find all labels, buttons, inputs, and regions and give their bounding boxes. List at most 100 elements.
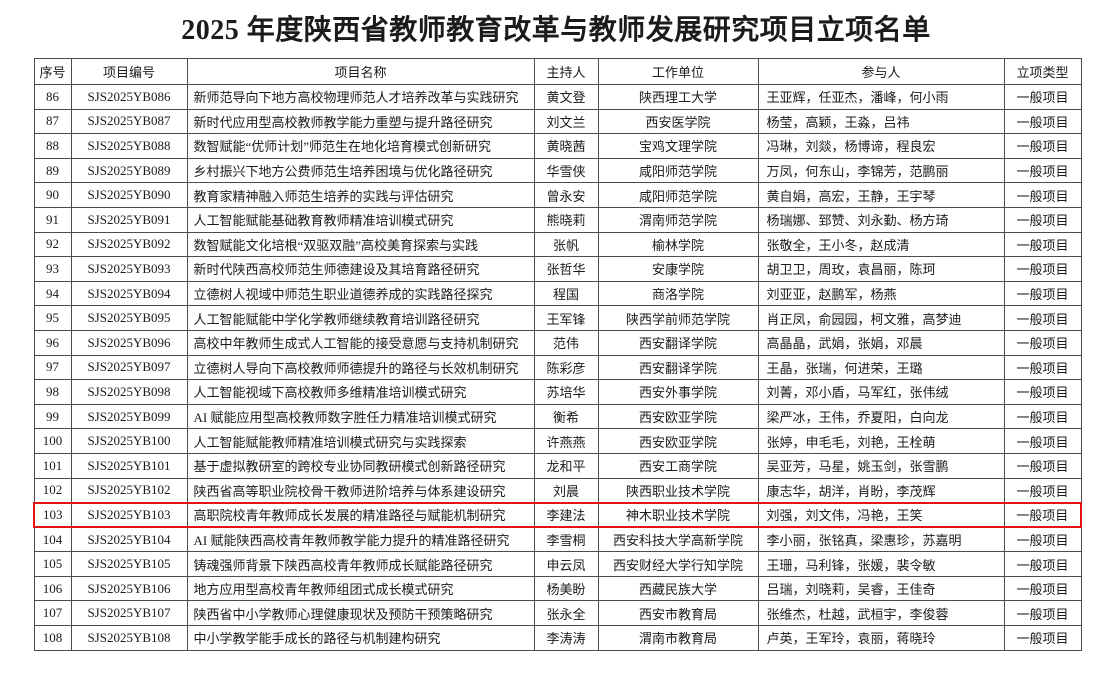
cell-name: 人工智能赋能教师精准培训模式研究与实践探索 bbox=[186, 428, 535, 454]
table-row: 102 SJS2025YB102 陕西省高等职业院校骨干教师进阶培养与体系建设研究刘… bbox=[33, 477, 1082, 504]
cell-unit: 西藏民族大学 bbox=[597, 575, 759, 602]
cell-participants: 黄自娟，高宏，王静，王宇琴 bbox=[757, 182, 1005, 208]
table-row: 108 SJS2025YB108 中小学教学能手成长的路径与机制建构研究 李涛涛 渭南市… bbox=[33, 625, 1082, 651]
cell-type: 一般项目 bbox=[1003, 501, 1082, 529]
cell-participants: 胡卫卫，周玫，袁昌丽，陈珂 bbox=[757, 256, 1005, 282]
column-header-name: 项目名称 bbox=[186, 58, 535, 85]
cell-leader: 申云凤 bbox=[533, 551, 599, 577]
cell-leader: 张哲华 bbox=[533, 256, 599, 282]
cell-leader: 华雪侠 bbox=[533, 157, 599, 184]
cell-unit: 渭南市教育局 bbox=[597, 625, 759, 651]
table-row: 95 SJS2025YB095 人工智能赋能中学化学教师继续教育培训路径研究 王军锋陕… bbox=[33, 305, 1082, 331]
cell-participants: 万凤，何东山，李锦芳，范鹏丽 bbox=[757, 157, 1005, 184]
cell-no: 88 bbox=[33, 133, 72, 159]
cell-leader: 李建法 bbox=[533, 501, 599, 529]
table-header: 序号 项目编号 项目名称 主持人 工作单位 参与人 立项类型 bbox=[33, 58, 1082, 85]
cell-name: 立德树人视域中师范生职业道德养成的实践路径探究 bbox=[186, 280, 535, 307]
cell-unit: 陕西理工大学 bbox=[597, 84, 759, 110]
cell-type: 一般项目 bbox=[1003, 379, 1082, 405]
cell-type: 一般项目 bbox=[1003, 329, 1082, 356]
cell-no: 108 bbox=[33, 625, 72, 651]
table-row-highlighted: 103 SJS2025YB103 高职院校青年教师成长发展的精准路径与赋能机制研究李… bbox=[33, 501, 1082, 529]
table-row: 94 SJS2025YB094 立德树人视域中师范生职业道德养成的实践路径探究 程国商… bbox=[33, 280, 1082, 307]
cell-type: 一般项目 bbox=[1003, 477, 1082, 504]
cell-participants: 吴亚芳，马星，姚玉剑，张雪鹏 bbox=[757, 452, 1005, 479]
cell-type: 一般项目 bbox=[1003, 354, 1082, 381]
cell-no: 96 bbox=[33, 329, 72, 356]
cell-unit: 咸阳师范学院 bbox=[597, 157, 759, 184]
cell-type: 一般项目 bbox=[1003, 206, 1082, 233]
cell-type: 一般项目 bbox=[1003, 625, 1082, 651]
cell-name: 基于虚拟教研室的跨校专业协同教研模式创新路径研究 bbox=[186, 452, 535, 479]
cell-code: SJS2025YB091 bbox=[70, 206, 188, 233]
cell-leader: 程国 bbox=[533, 280, 599, 307]
table-header-row: 序号 项目编号 项目名称 主持人 工作单位 参与人 立项类型 bbox=[33, 58, 1082, 85]
cell-type: 一般项目 bbox=[1003, 575, 1082, 602]
cell-participants: 康志华，胡洋，肖盼，李茂辉 bbox=[757, 477, 1005, 504]
cell-name: AI 赋能陕西高校青年教师教学能力提升的精准路径研究 bbox=[186, 526, 535, 553]
table-row: 99 SJS2025YB099 AI 赋能应用型高校教师数字胜任力精准培训模式研究衡… bbox=[33, 403, 1082, 430]
cell-type: 一般项目 bbox=[1003, 403, 1082, 430]
cell-name: 新师范导向下地方高校物理师范人才培养改革与实践研究 bbox=[186, 84, 535, 110]
cell-code: SJS2025YB100 bbox=[70, 428, 188, 454]
cell-no: 107 bbox=[33, 600, 72, 627]
cell-name: 数智赋能文化培根“双驱双融”高校美育探索与实践 bbox=[186, 231, 535, 258]
cell-no: 95 bbox=[33, 305, 72, 331]
table-row: 100 SJS2025YB100 人工智能赋能教师精准培训模式研究与实践探索 许燕燕西… bbox=[33, 428, 1082, 454]
cell-name: 中小学教学能手成长的路径与机制建构研究 bbox=[186, 625, 535, 651]
cell-participants: 张婷，申毛毛，刘艳，王栓萌 bbox=[757, 428, 1005, 454]
cell-participants: 肖正凤，俞园园，柯文雅，高梦迪 bbox=[757, 305, 1005, 331]
column-header-no: 序号 bbox=[33, 58, 72, 85]
cell-type: 一般项目 bbox=[1003, 256, 1082, 282]
cell-type: 一般项目 bbox=[1003, 182, 1082, 208]
cell-leader: 苏培华 bbox=[533, 379, 599, 405]
cell-leader: 许燕燕 bbox=[533, 428, 599, 454]
cell-no: 97 bbox=[33, 354, 72, 381]
table-row: 91 SJS2025YB091 人工智能赋能基础教育教师精准培训模式研究 熊晓莉 渭南师… bbox=[33, 206, 1082, 233]
cell-no: 102 bbox=[33, 477, 72, 504]
cell-name: 数智赋能“优师计划”师范生在地化培育模式创新研究 bbox=[186, 133, 535, 159]
cell-name: 地方应用型高校青年教师组团式成长模式研究 bbox=[186, 575, 535, 602]
cell-code: SJS2025YB095 bbox=[70, 305, 188, 331]
table-row: 88 SJS2025YB088 数智赋能“优师计划”师范生在地化培育模式创新研究 黄晓… bbox=[33, 133, 1082, 159]
cell-code: SJS2025YB086 bbox=[70, 84, 188, 110]
table-body: 86 SJS2025YB086 新师范导向下地方高校物理师范人才培养改革与实践研究黄… bbox=[33, 84, 1082, 651]
cell-leader: 熊晓莉 bbox=[533, 206, 599, 233]
cell-type: 一般项目 bbox=[1003, 305, 1082, 331]
cell-code: SJS2025YB087 bbox=[70, 108, 188, 135]
cell-type: 一般项目 bbox=[1003, 428, 1082, 454]
cell-unit: 渭南师范学院 bbox=[597, 206, 759, 233]
cell-name: 新时代陕西高校师范生师德建设及其培育路径研究 bbox=[186, 256, 535, 282]
cell-leader: 黄晓茜 bbox=[533, 133, 599, 159]
cell-leader: 杨美盼 bbox=[533, 575, 599, 602]
cell-code: SJS2025YB099 bbox=[70, 403, 188, 430]
cell-unit: 西安医学院 bbox=[597, 108, 759, 135]
table-row: 86 SJS2025YB086 新师范导向下地方高校物理师范人才培养改革与实践研究黄… bbox=[33, 84, 1082, 110]
cell-name: 人工智能视域下高校教师多维精准培训模式研究 bbox=[186, 379, 535, 405]
cell-participants: 王珊，马利锋，张媛，裴令敏 bbox=[757, 551, 1005, 577]
cell-name: 人工智能赋能基础教育教师精准培训模式研究 bbox=[186, 206, 535, 233]
cell-participants: 刘菁，邓小盾，马军红，张伟绒 bbox=[757, 379, 1005, 405]
cell-leader: 龙和平 bbox=[533, 452, 599, 479]
cell-unit: 陕西职业技术学院 bbox=[597, 477, 759, 504]
cell-unit: 榆林学院 bbox=[597, 231, 759, 258]
cell-code: SJS2025YB097 bbox=[70, 354, 188, 381]
cell-unit: 安康学院 bbox=[597, 256, 759, 282]
cell-unit: 西安翻译学院 bbox=[597, 329, 759, 356]
cell-name: 陕西省中小学教师心理健康现状及预防干预策略研究 bbox=[186, 600, 535, 627]
cell-no: 91 bbox=[33, 206, 72, 233]
cell-leader: 王军锋 bbox=[533, 305, 599, 331]
cell-type: 一般项目 bbox=[1003, 84, 1082, 110]
cell-leader: 李雪桐 bbox=[533, 526, 599, 553]
cell-no: 86 bbox=[33, 84, 72, 110]
cell-name: AI 赋能应用型高校教师数字胜任力精准培训模式研究 bbox=[186, 403, 535, 430]
cell-participants: 高晶晶，武娟，张娟，邓晨 bbox=[757, 329, 1005, 356]
column-header-participants: 参与人 bbox=[757, 58, 1005, 85]
cell-unit: 陕西学前师范学院 bbox=[597, 305, 759, 331]
table-row: 107 SJS2025YB107 陕西省中小学教师心理健康现状及预防干预策略研究 张永… bbox=[33, 600, 1082, 627]
column-header-leader: 主持人 bbox=[533, 58, 599, 85]
cell-type: 一般项目 bbox=[1003, 231, 1082, 258]
table-row: 101 SJS2025YB101 基于虚拟教研室的跨校专业协同教研模式创新路径研究龙… bbox=[33, 452, 1082, 479]
cell-leader: 张永全 bbox=[533, 600, 599, 627]
cell-code: SJS2025YB088 bbox=[70, 133, 188, 159]
